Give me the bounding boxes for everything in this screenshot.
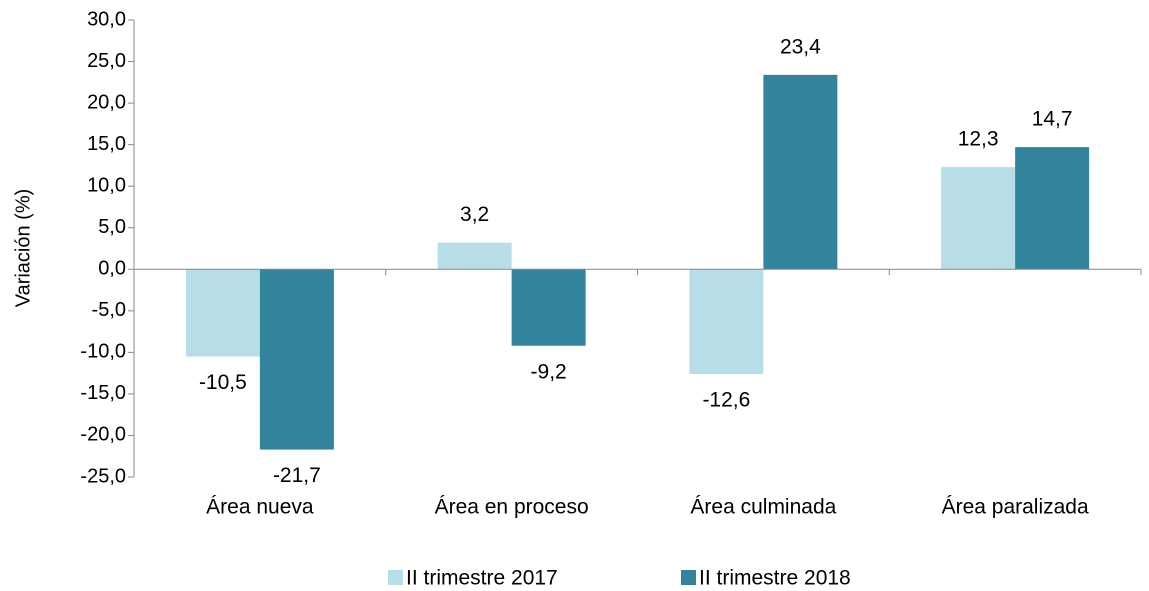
y-tick-label: 25,0 [87, 50, 126, 72]
bar [689, 269, 764, 374]
x-tick-label: Área culminada [690, 496, 836, 519]
value-label: -12,6 [702, 389, 750, 412]
y-tick-label: 5,0 [98, 216, 126, 238]
value-label: -9,2 [531, 360, 567, 383]
value-label: 23,4 [780, 35, 821, 58]
bar [185, 269, 260, 357]
y-tick-label: -25,0 [80, 465, 126, 487]
value-label: 14,7 [1032, 108, 1073, 131]
bar [941, 167, 1016, 270]
bar [437, 242, 512, 270]
x-tick-label: Área paralizada [942, 496, 1089, 519]
legend-label: II trimestre 2017 [406, 567, 558, 590]
legend-label: II trimestre 2018 [699, 567, 851, 590]
value-label: 12,3 [958, 128, 999, 151]
legend-swatch [388, 570, 403, 585]
bar [1015, 147, 1090, 270]
bar [763, 74, 838, 270]
y-tick-label: 10,0 [87, 174, 126, 196]
legend-swatch [681, 570, 696, 585]
y-tick-label: -10,0 [80, 341, 126, 363]
x-tick-label: Área en proceso [435, 496, 589, 519]
y-tick-label: 20,0 [87, 91, 126, 113]
value-label: -10,5 [199, 371, 247, 394]
y-tick-label: -20,0 [80, 424, 126, 446]
y-tick-label: 0,0 [98, 258, 126, 280]
bar [511, 269, 586, 346]
y-tick-label: 30,0 [87, 8, 126, 30]
y-axis-label: Variación (%) [12, 189, 34, 308]
y-tick-label: -15,0 [80, 382, 126, 404]
value-label: 3,2 [460, 203, 489, 226]
value-label: -21,7 [273, 464, 321, 487]
y-tick-label: -5,0 [92, 299, 126, 321]
bar [259, 269, 334, 450]
x-tick-label: Área nueva [206, 496, 314, 519]
y-tick-label: 15,0 [87, 133, 126, 155]
